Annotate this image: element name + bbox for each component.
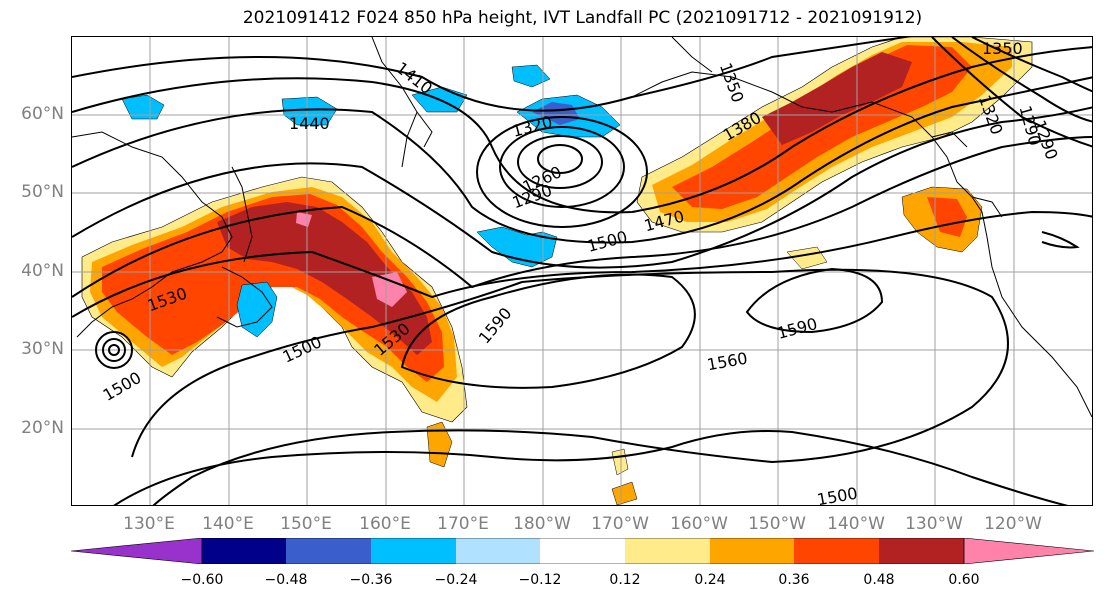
- lon-label-170e: 170°E: [437, 514, 489, 534]
- colorbar-segment: [794, 538, 879, 564]
- contour-label: 1290: [1016, 103, 1045, 147]
- colorbar-segment: [710, 538, 794, 564]
- contour-label: 1590: [775, 314, 819, 343]
- map-title: 2021091412 F024 850 hPa height, IVT Land…: [242, 8, 923, 28]
- shading-positive: [81, 37, 1033, 505]
- contour-label: 1500: [280, 332, 325, 366]
- lon-label-150e: 150°E: [280, 514, 332, 534]
- lon-label-140e: 140°E: [202, 514, 254, 534]
- colorbar-tick: 0.48: [863, 572, 895, 588]
- colorbar-segment: [540, 538, 625, 564]
- colorbar-tick: 0.60: [948, 572, 980, 588]
- colorbar-tick: −0.12: [518, 572, 562, 588]
- contour-label: 1350: [982, 39, 1023, 58]
- lat-label-60n: 60°N: [21, 104, 64, 124]
- colorbar-tick: −0.48: [264, 572, 308, 588]
- colorbar-segment: [456, 538, 540, 564]
- lon-label-120w: 120°W: [984, 514, 1042, 534]
- colorbar-extend-high: [963, 538, 1095, 564]
- colorbar-segment: [202, 538, 286, 564]
- colorbar-tick: −0.24: [434, 572, 478, 588]
- contour-label: 1440: [289, 114, 330, 133]
- map-plot-area[interactable]: 1410 1440 1320 1350 1380 1290 1260 1290 …: [71, 36, 1093, 506]
- colorbar-segment: [625, 538, 710, 564]
- colorbar-segment: [371, 538, 456, 564]
- colorbar-tick: −0.36: [349, 572, 393, 588]
- lat-label-20n: 20°N: [21, 418, 64, 438]
- colorbar: [71, 538, 1095, 564]
- colorbar-segment: [879, 538, 964, 564]
- lon-label-130e: 130°E: [123, 514, 175, 534]
- height-contours: [72, 37, 1092, 505]
- lon-label-160e: 160°E: [359, 514, 411, 534]
- lat-label-50n: 50°N: [21, 182, 64, 202]
- contour-label: 1500: [585, 227, 629, 256]
- lon-label-140w: 140°W: [827, 514, 885, 534]
- lat-label-30n: 30°N: [21, 339, 64, 359]
- colorbar-extend-low: [71, 538, 203, 564]
- lon-label-170w: 170°W: [591, 514, 649, 534]
- lat-label-40n: 40°N: [21, 261, 64, 281]
- colorbar-tick: −0.60: [180, 572, 224, 588]
- colorbar-tick: 0.24: [694, 572, 726, 588]
- lon-label-160w: 160°W: [670, 514, 728, 534]
- colorbar-tick: 0.12: [609, 572, 641, 588]
- colorbar-segment: [286, 538, 371, 564]
- contour-label: 1560: [706, 349, 749, 375]
- contour-label: 1500: [100, 368, 145, 405]
- coastlines: [72, 37, 1092, 418]
- map-canvas: 1410 1440 1320 1350 1380 1290 1260 1290 …: [72, 37, 1092, 506]
- contour-label: 1500: [816, 484, 859, 506]
- contour-label: 1590: [475, 304, 516, 347]
- lon-label-150w: 150°W: [748, 514, 806, 534]
- lon-label-180w: 180°W: [513, 514, 571, 534]
- lon-label-130w: 130°W: [905, 514, 963, 534]
- colorbar-tick: 0.36: [778, 572, 810, 588]
